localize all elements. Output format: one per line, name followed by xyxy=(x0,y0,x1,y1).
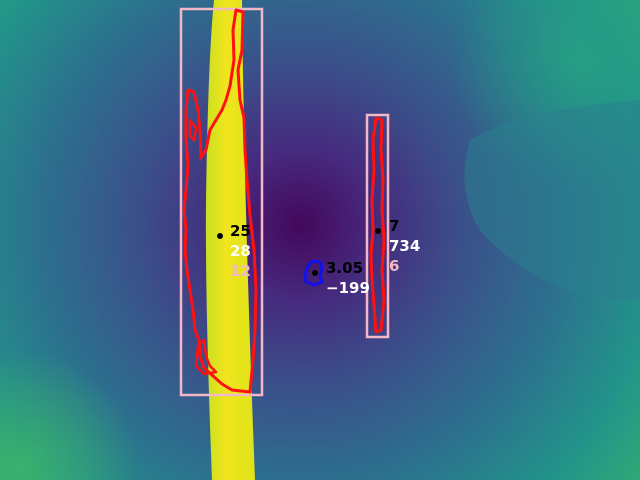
center-point-right xyxy=(375,228,381,234)
contour-left xyxy=(182,8,258,394)
center-point-middle xyxy=(312,270,318,276)
center-point-left xyxy=(217,233,223,239)
contour-middle xyxy=(303,259,324,287)
contour-right xyxy=(369,116,386,334)
label-middle-1: 3.05 xyxy=(326,259,364,277)
label-right-3: 6 xyxy=(389,257,400,275)
label-left-1: 25 xyxy=(230,222,251,240)
label-left-3: 12 xyxy=(230,262,251,280)
label-middle-2: −199 xyxy=(326,279,370,297)
detection-box-right xyxy=(365,113,390,339)
contour-left-fringe xyxy=(194,338,218,376)
label-right-1: 7 xyxy=(389,217,400,235)
label-left-2: 28 xyxy=(230,242,251,260)
heatmap-region-right-teal xyxy=(464,100,640,300)
label-right-2: 734 xyxy=(389,237,421,255)
contour-left-inner xyxy=(188,118,198,142)
detection-box-left xyxy=(179,7,264,397)
